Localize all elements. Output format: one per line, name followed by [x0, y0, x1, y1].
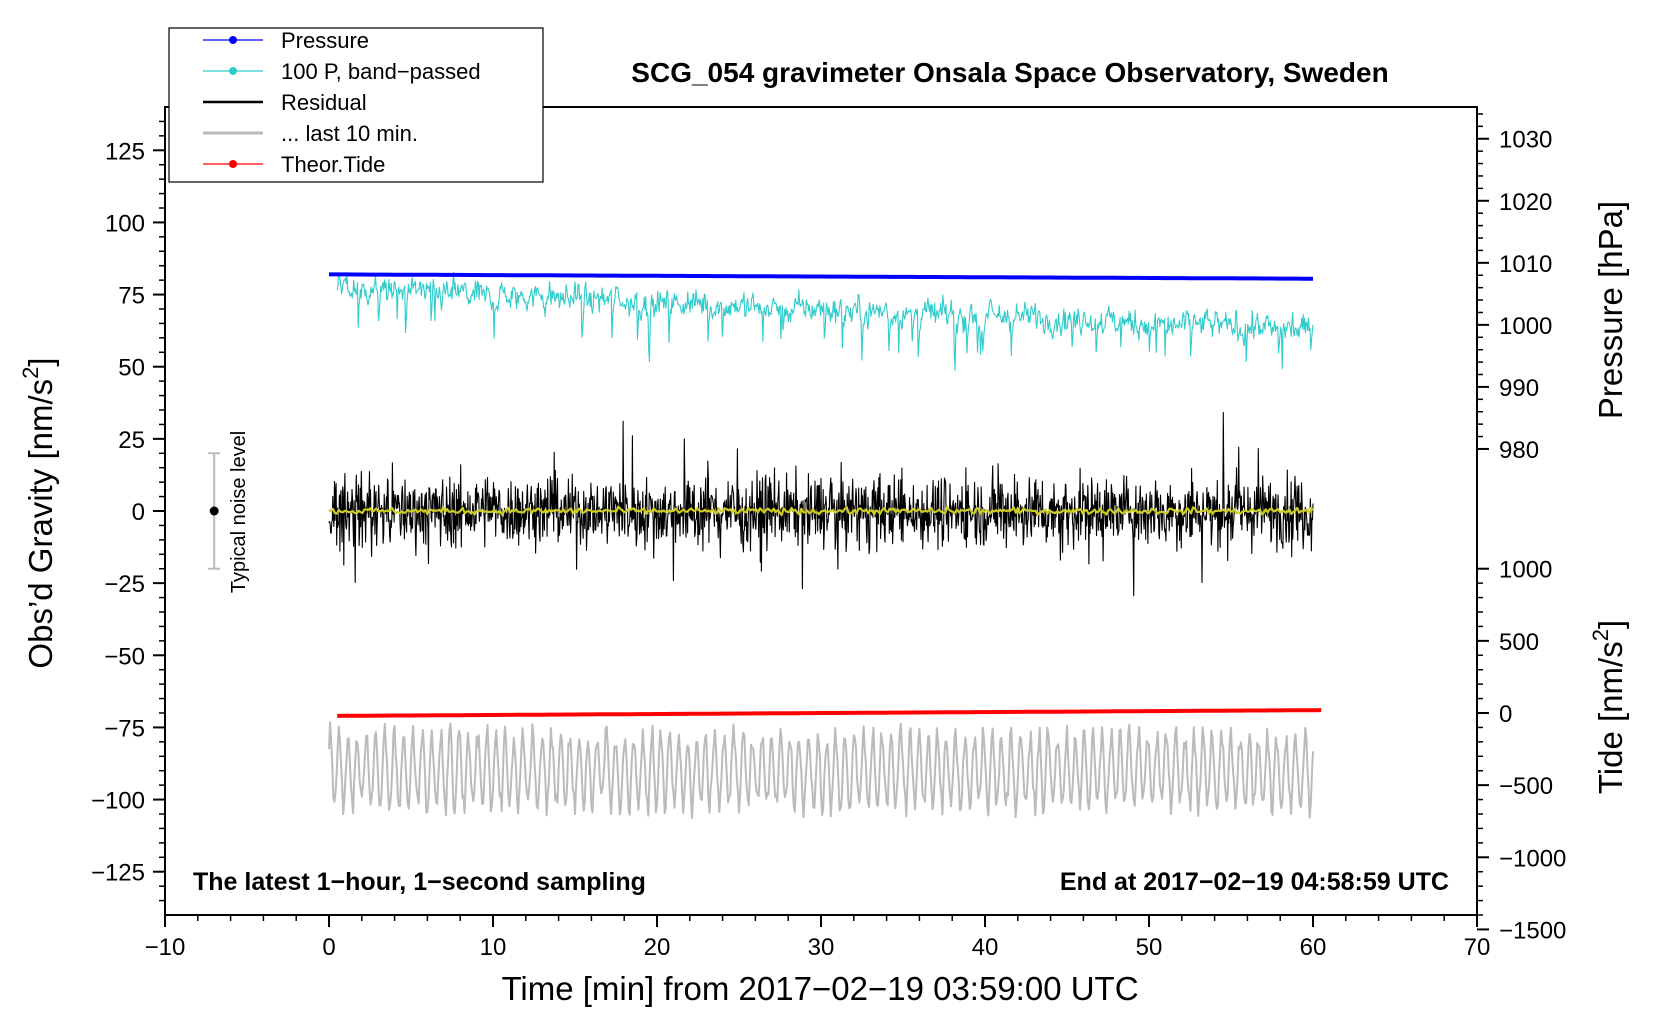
- y-tick-label: −75: [104, 715, 145, 742]
- annotation-sampling: The latest 1−hour, 1−second sampling: [193, 868, 646, 896]
- y-axis-title: Obs’d Gravity [nm/s2]: [18, 357, 59, 668]
- noise-level-marker: [208, 452, 221, 570]
- y-tick-label: 100: [105, 210, 145, 237]
- tide-tick-label: 1000: [1499, 557, 1552, 584]
- x-tick-label: 10: [480, 934, 507, 961]
- tide-tick-label: −500: [1499, 773, 1553, 800]
- chart-title: SCG_054 gravimeter Onsala Space Observat…: [631, 57, 1388, 88]
- tide-axis-title: Tide [nm/s2]: [1588, 620, 1629, 794]
- legend-box: [168, 27, 544, 183]
- tide-axis-title-main: Tide [nm/s: [1592, 641, 1629, 794]
- legend-label: Pressure: [281, 28, 369, 53]
- x-tick-label: 70: [1464, 934, 1491, 961]
- series-pressure: [329, 272, 1313, 281]
- y-axis-pressure: 980 990 1000 1010 1020 1030: [1477, 113, 1552, 464]
- y-tick-label: 50: [118, 355, 145, 382]
- y-axis-title-sup: 2: [18, 367, 43, 379]
- x-axis-title: Time [min] from 2017−02−19 03:59:00 UTC: [501, 970, 1138, 1007]
- x-axis: −10 0 10 20 30 40 50 60 70: [145, 915, 1491, 961]
- tide-tick-label: −1500: [1499, 917, 1566, 944]
- tide-tick-label: −1000: [1499, 845, 1566, 872]
- tide-tick-label: 500: [1499, 629, 1539, 656]
- noise-dot: [209, 506, 219, 516]
- series-100-p-band-passed: [336, 271, 1314, 371]
- y-tick-label: −100: [91, 788, 145, 815]
- y-tick-label: −125: [91, 860, 145, 887]
- series-layer: [328, 271, 1322, 820]
- series-last-10-min: [328, 721, 1314, 820]
- series-theor-tide: [337, 708, 1322, 718]
- legend-marker: [229, 36, 237, 44]
- y-tick-label: 0: [132, 499, 145, 526]
- x-tick-label: 60: [1300, 934, 1327, 961]
- legend-label: ... last 10 min.: [281, 121, 418, 146]
- noise-level-label: Typical noise level: [228, 431, 250, 593]
- y-axis-tide: −1500 −1000 −500 0 500 1000: [1477, 557, 1566, 944]
- series-residual: [328, 412, 1314, 597]
- y-axis-title-main: Obs’d Gravity [nm/s: [22, 379, 59, 669]
- annotation-end-time: End at 2017−02−19 04:58:59 UTC: [1060, 868, 1449, 896]
- y-tick-label: 25: [118, 427, 145, 454]
- pressure-axis-title: Pressure [hPa]: [1592, 201, 1629, 419]
- legend-label: Residual: [281, 90, 367, 115]
- legend-marker: [229, 160, 237, 168]
- pressure-tick-label: 1030: [1499, 127, 1552, 154]
- pressure-tick-label: 1010: [1499, 251, 1552, 278]
- y-tick-label: −50: [104, 643, 145, 670]
- y-tick-label: −25: [104, 571, 145, 598]
- x-tick-label: 50: [1136, 934, 1163, 961]
- y-axis-title-end: ]: [22, 357, 59, 366]
- tide-axis-title-end: ]: [1592, 620, 1629, 629]
- x-tick-label: 30: [808, 934, 835, 961]
- legend-label: 100 P, band−passed: [281, 59, 481, 84]
- tide-axis-title-sup: 2: [1588, 629, 1613, 641]
- legend-label: Theor.Tide: [281, 152, 385, 177]
- x-tick-label: 0: [322, 934, 335, 961]
- legend: Pressure 100 P, band−passed Residual ... la…: [168, 27, 544, 183]
- tide-tick-label: 0: [1499, 701, 1512, 728]
- pressure-tick-label: 980: [1499, 437, 1539, 464]
- y-tick-label: 125: [105, 138, 145, 165]
- x-tick-label: 20: [644, 934, 671, 961]
- pressure-tick-label: 1000: [1499, 313, 1552, 340]
- legend-marker: [229, 67, 237, 75]
- series-residual-smoothed: [328, 505, 1314, 517]
- pressure-tick-label: 990: [1499, 375, 1539, 402]
- x-tick-label: 40: [972, 934, 999, 961]
- pressure-tick-label: 1020: [1499, 189, 1552, 216]
- y-tick-label: 75: [118, 283, 145, 310]
- y-axis-gravity: −125 −100 −75 −50 −25 0 25 50 75 100 125: [91, 120, 165, 902]
- x-tick-label: −10: [145, 934, 186, 961]
